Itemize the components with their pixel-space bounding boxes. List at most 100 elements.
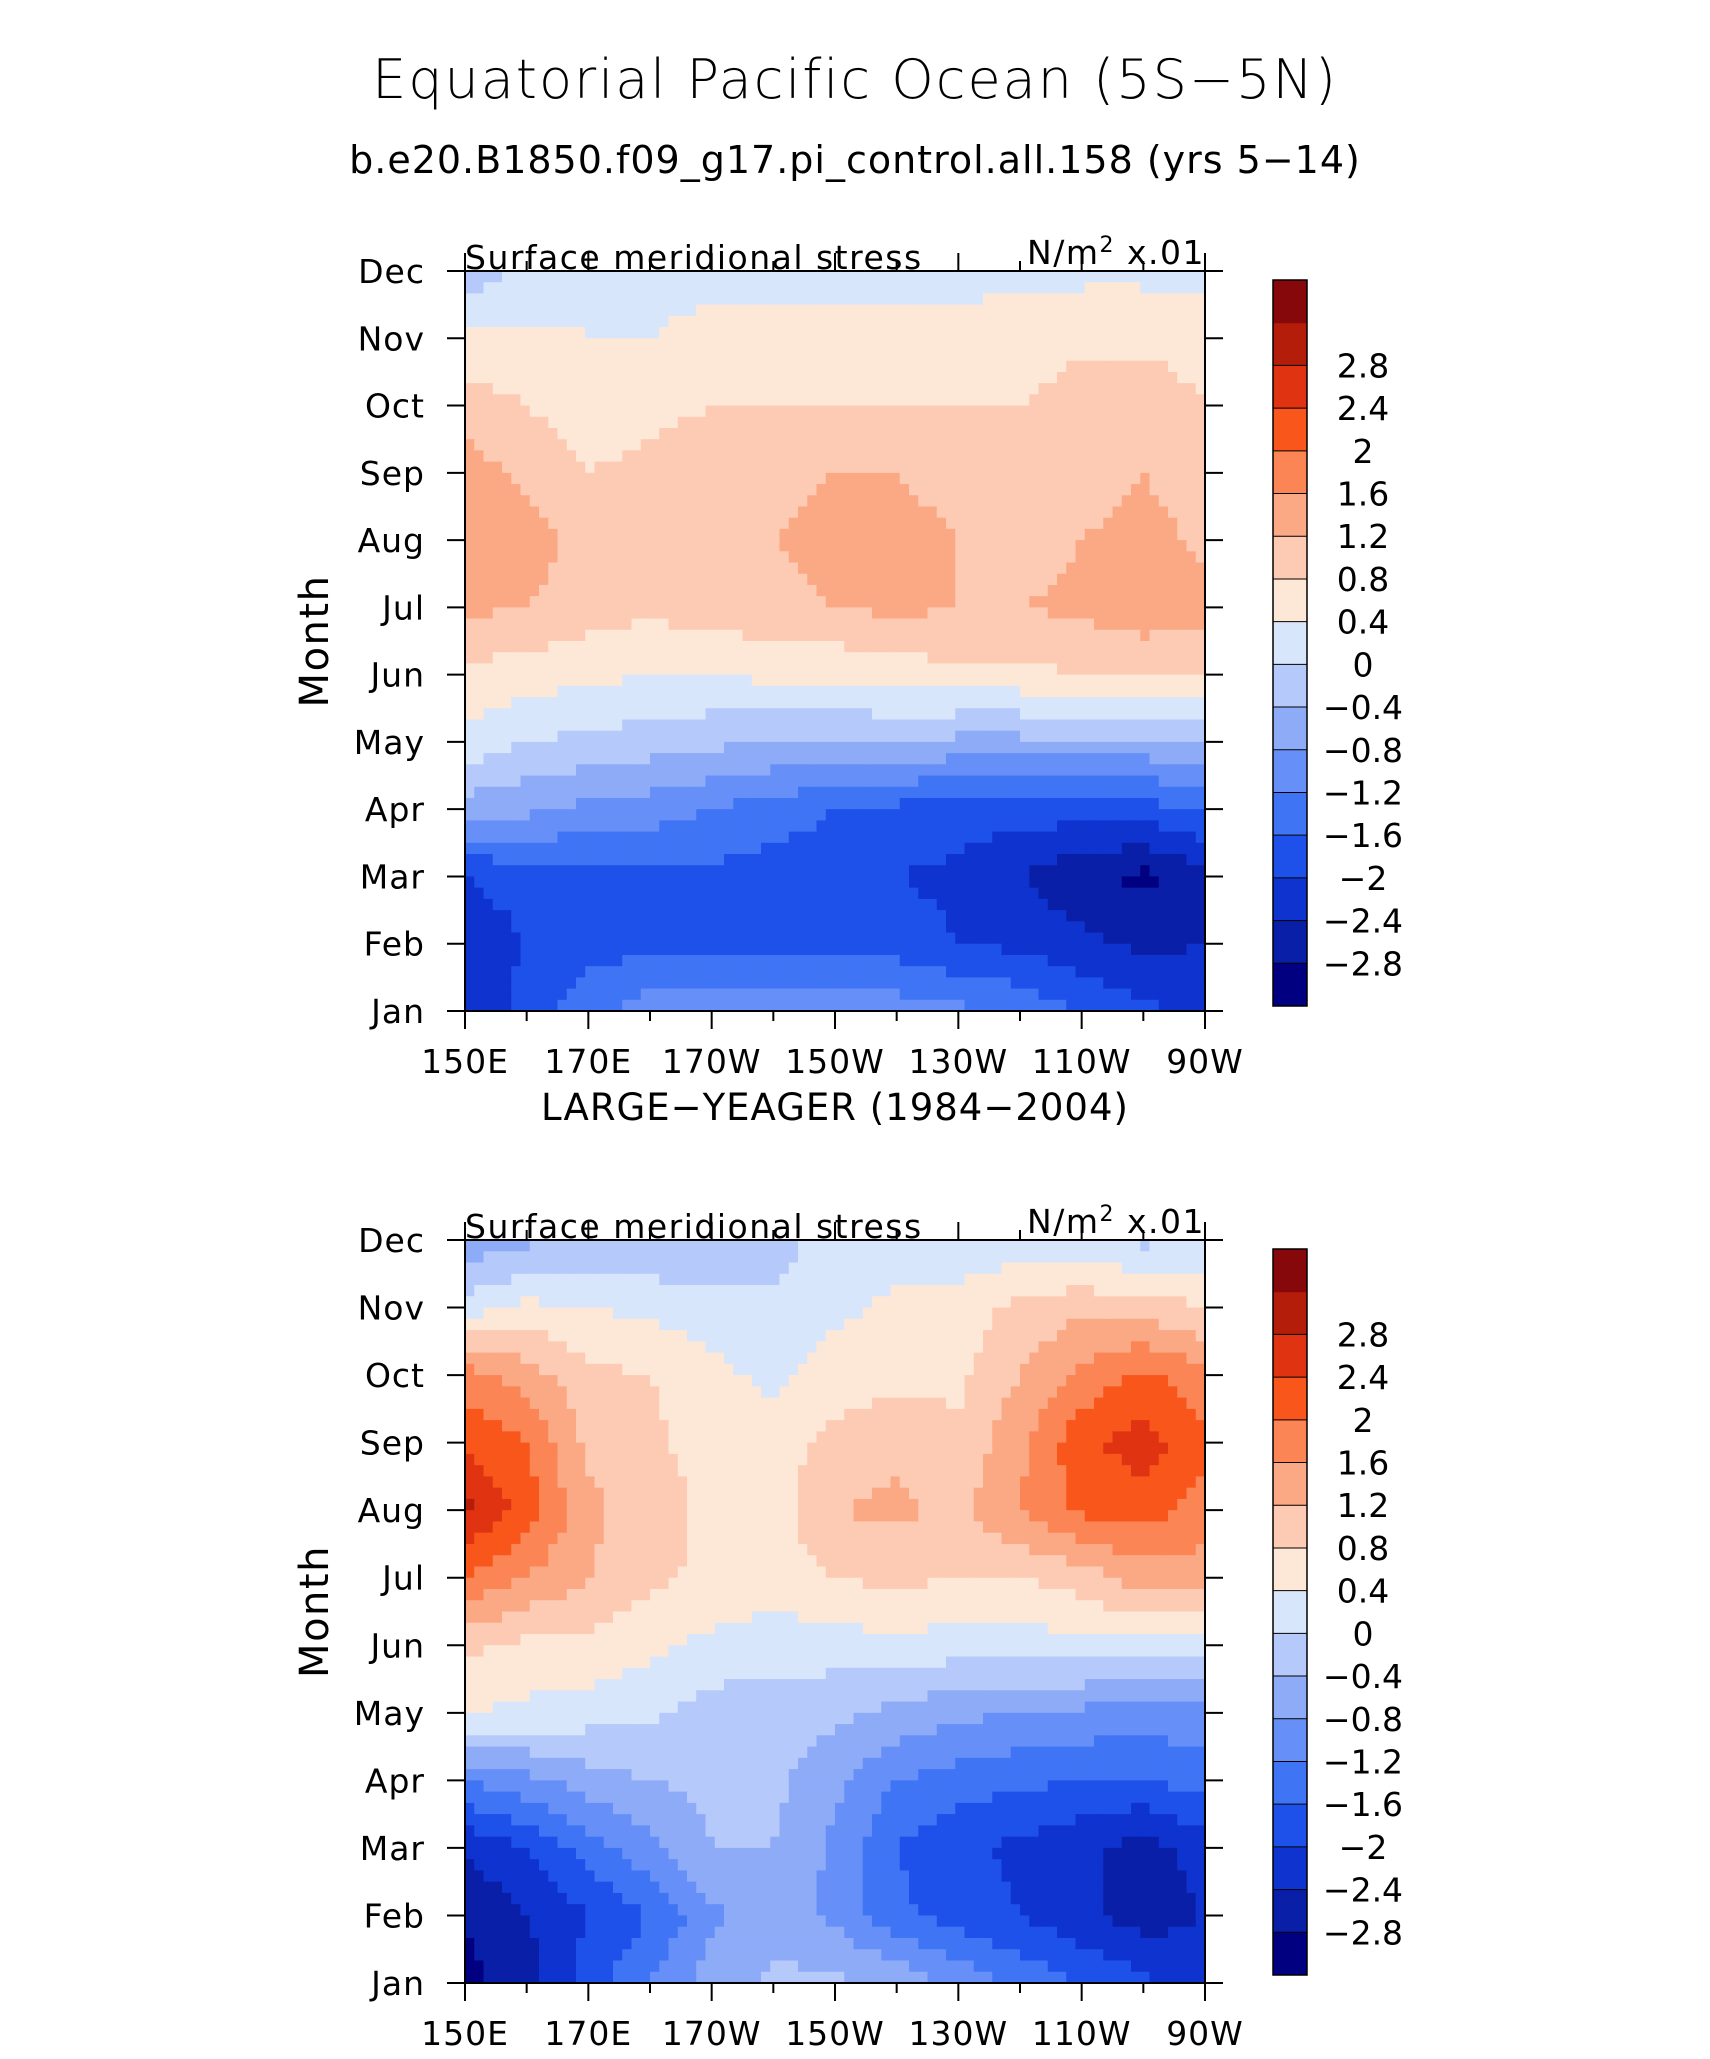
heatmap-cell	[1057, 528, 1067, 541]
heatmap-cell	[668, 506, 679, 519]
heatmap-cell	[631, 730, 642, 743]
heatmap-cell	[964, 383, 975, 395]
heatmap-cell	[613, 439, 623, 451]
heatmap-cell	[751, 540, 762, 552]
heatmap-cell	[603, 865, 614, 878]
heatmap-cell	[603, 629, 614, 642]
heatmap-cell	[825, 775, 836, 788]
heatmap-cell	[594, 741, 605, 754]
heatmap-cell	[1020, 607, 1030, 620]
heatmap-cell	[492, 461, 503, 474]
heatmap-cell	[890, 786, 901, 799]
heatmap-cell	[659, 338, 670, 351]
heatmap-cell	[1121, 797, 1132, 810]
heatmap-cell	[798, 943, 808, 956]
heatmap-cell	[853, 753, 864, 765]
heatmap-cell	[1057, 271, 1067, 283]
heatmap-cell	[853, 304, 864, 317]
heatmap-cell	[1177, 854, 1188, 866]
heatmap-cell	[1084, 584, 1095, 597]
heatmap-cell	[548, 450, 559, 463]
heatmap-cell	[918, 786, 929, 799]
heatmap-cell	[872, 753, 882, 765]
heatmap-cell	[1001, 495, 1012, 508]
heatmap-cell	[973, 584, 984, 597]
heatmap-cell	[1140, 741, 1151, 754]
heatmap-cell	[1186, 685, 1197, 698]
heatmap-cell	[668, 495, 679, 508]
heatmap-cell	[594, 876, 605, 889]
heatmap-cell	[1066, 854, 1077, 866]
heatmap-cell	[751, 730, 762, 743]
heatmap-cell	[1094, 416, 1104, 429]
heatmap-cell	[492, 618, 503, 631]
heatmap-cell	[557, 304, 568, 317]
heatmap-cell	[927, 383, 938, 395]
heatmap-cell	[835, 809, 845, 821]
heatmap-cell	[844, 304, 855, 317]
heatmap-cell	[668, 293, 679, 306]
heatmap-cell	[1038, 304, 1049, 317]
heatmap-cell	[927, 910, 938, 922]
heatmap-cell	[714, 641, 725, 653]
heatmap-cell	[1066, 641, 1077, 653]
heatmap-cell	[779, 528, 790, 541]
heatmap-cell	[520, 338, 531, 351]
heatmap-cell	[1121, 360, 1132, 373]
heatmap-cell	[761, 663, 771, 676]
heatmap-cell	[640, 383, 651, 395]
heatmap-cell	[668, 797, 679, 810]
heatmap-cell	[1131, 652, 1141, 665]
heatmap-cell	[1084, 943, 1095, 956]
heatmap-cell	[483, 954, 494, 967]
heatmap-cell	[816, 528, 827, 541]
heatmap-cell	[862, 349, 873, 362]
heatmap-cell	[844, 764, 855, 777]
heatmap-cell	[1075, 540, 1086, 552]
heatmap-cell	[946, 528, 956, 541]
heatmap-cell	[696, 663, 707, 676]
heatmap-cell	[788, 349, 799, 362]
heatmap-cell	[964, 293, 975, 306]
heatmap-cell	[1112, 842, 1123, 855]
heatmap-cell	[548, 584, 559, 597]
heatmap-cell	[640, 663, 651, 676]
heatmap-cell	[835, 753, 845, 765]
heatmap-cell	[1057, 753, 1067, 765]
heatmap-cell	[1103, 753, 1114, 765]
heatmap-cell	[1131, 786, 1141, 799]
heatmap-cell	[964, 809, 975, 821]
heatmap-cell	[1010, 719, 1021, 732]
heatmap-cell	[1020, 282, 1030, 295]
heatmap-cell	[853, 685, 864, 698]
heatmap-cell	[687, 910, 697, 922]
heatmap-cell	[594, 360, 605, 373]
heatmap-cell	[1149, 540, 1160, 552]
heatmap-cell	[992, 506, 1003, 519]
heatmap-cell	[973, 540, 984, 552]
heatmap-cell	[594, 405, 605, 418]
heatmap-cell	[1149, 495, 1160, 508]
heatmap-cell	[890, 371, 901, 384]
heatmap-cell	[613, 383, 623, 395]
heatmap-cell	[816, 383, 827, 395]
heatmap-cell	[807, 831, 818, 844]
heatmap-cell	[909, 528, 919, 541]
heatmap-cell	[594, 484, 605, 496]
heatmap-cell	[1057, 842, 1067, 855]
heatmap-cell	[1195, 506, 1206, 519]
heatmap-cell	[761, 618, 771, 631]
heatmap-cell	[465, 921, 475, 934]
heatmap-cell	[825, 921, 836, 934]
heatmap-cell	[603, 652, 614, 665]
heatmap-cell	[1195, 371, 1206, 384]
heatmap-cell	[1140, 954, 1151, 967]
heatmap-cell	[1084, 730, 1095, 743]
heatmap-cell	[955, 450, 966, 463]
heatmap-cell	[733, 786, 744, 799]
heatmap-cell	[881, 282, 892, 295]
heatmap-cell	[761, 484, 771, 496]
heatmap-cell	[862, 506, 873, 519]
heatmap-cell	[1020, 528, 1030, 541]
heatmap-cell	[492, 427, 503, 440]
